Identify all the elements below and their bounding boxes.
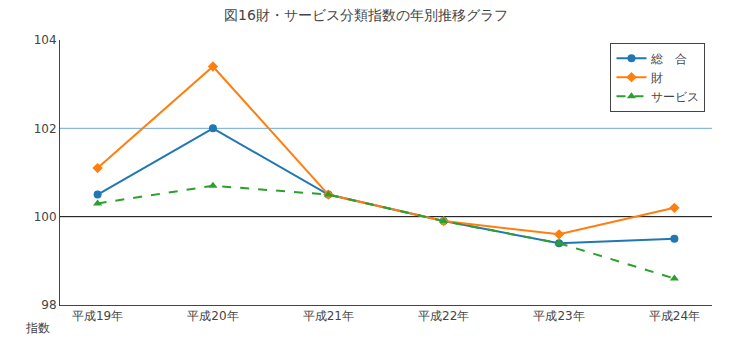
svg-text:図16財・サービス分類指数の年別推移グラフ: 図16財・サービス分類指数の年別推移グラフ [224,7,508,23]
svg-text:財: 財 [651,71,663,85]
svg-text:サービス: サービス [651,90,699,104]
svg-text:総 合: 総 合 [650,52,687,66]
svg-text:平成19年: 平成19年 [72,309,123,323]
svg-text:指数: 指数 [25,321,50,335]
svg-text:平成21年: 平成21年 [303,309,354,323]
svg-text:98: 98 [41,298,56,312]
svg-text:平成20年: 平成20年 [187,309,238,323]
svg-text:102: 102 [34,122,57,136]
svg-text:平成24年: 平成24年 [649,309,700,323]
svg-text:平成23年: 平成23年 [533,309,584,323]
svg-text:平成22年: 平成22年 [418,309,469,323]
svg-text:104: 104 [34,33,57,47]
svg-text:100: 100 [34,210,57,224]
